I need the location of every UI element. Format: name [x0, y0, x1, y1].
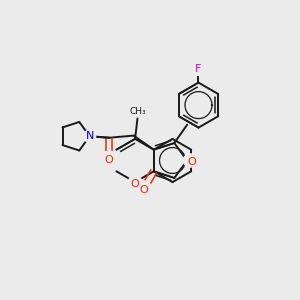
Circle shape — [137, 181, 151, 195]
Text: O: O — [131, 178, 140, 189]
Text: O: O — [140, 185, 148, 195]
Circle shape — [183, 154, 196, 167]
Text: O: O — [105, 155, 113, 165]
Circle shape — [102, 151, 116, 165]
Circle shape — [128, 176, 142, 189]
Text: F: F — [195, 64, 202, 74]
Text: CH₃: CH₃ — [129, 107, 146, 116]
Text: N: N — [85, 131, 94, 141]
Text: O: O — [187, 157, 196, 167]
Circle shape — [193, 63, 205, 75]
Circle shape — [84, 130, 96, 142]
